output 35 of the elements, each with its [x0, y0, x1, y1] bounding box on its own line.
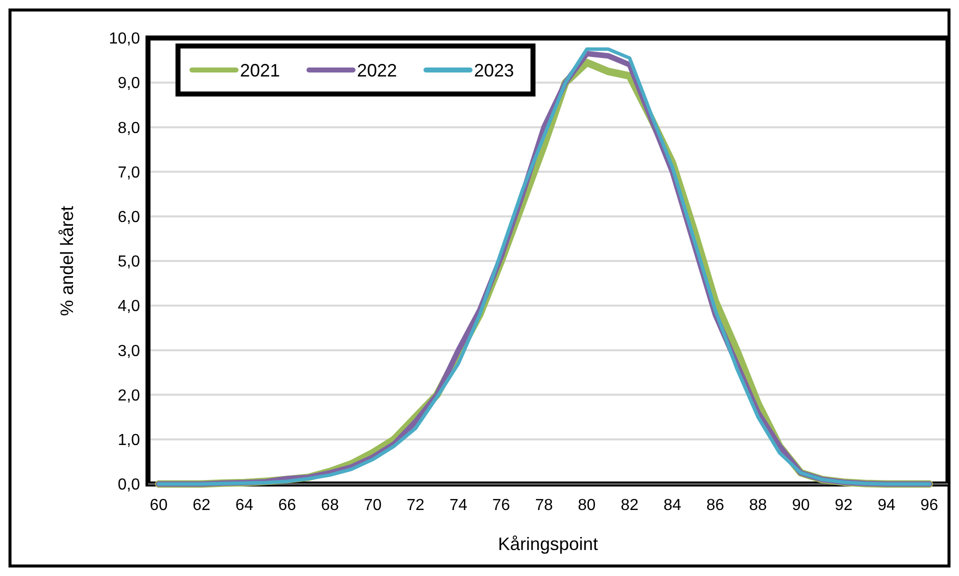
- x-tick-label: 92: [834, 497, 853, 514]
- x-axis-title: Kåringspoint: [498, 534, 598, 554]
- x-tick-label: 66: [278, 497, 296, 514]
- x-tick-label: 70: [364, 497, 382, 514]
- y-tick-label: 5,0: [118, 254, 140, 271]
- y-tick-label: 7,0: [118, 164, 140, 182]
- y-tick-label: 9,0: [118, 75, 140, 92]
- x-tick-label: 90: [792, 497, 810, 514]
- x-tick-label: 94: [878, 497, 896, 514]
- x-tick-label: 78: [535, 497, 553, 514]
- x-tick-label: 68: [321, 497, 339, 514]
- legend-label: 2022: [357, 60, 398, 80]
- x-tick-label: 62: [192, 497, 211, 514]
- y-tick-label: 0,0: [118, 476, 140, 494]
- legend-label: 2021: [240, 60, 280, 80]
- x-tick-label: 76: [492, 497, 510, 514]
- x-tick-label: 86: [706, 497, 724, 514]
- y-tick-label: 3,0: [118, 342, 140, 360]
- x-tick-label: 84: [664, 497, 682, 514]
- x-tick-label: 82: [620, 497, 639, 514]
- x-tick-label: 80: [578, 497, 596, 514]
- y-tick-label: 8,0: [118, 120, 140, 137]
- x-tick-label: 60: [150, 497, 168, 514]
- y-tick-label: 10,0: [108, 30, 140, 48]
- x-tick-label: 74: [449, 497, 468, 514]
- x-tick-label: 64: [235, 497, 254, 514]
- x-tick-label: 96: [920, 497, 938, 514]
- y-axis-title: % andel kåret: [57, 206, 77, 316]
- x-tick-label: 88: [749, 497, 768, 514]
- legend-label: 2023: [474, 60, 514, 80]
- y-tick-label: 4,0: [118, 298, 140, 316]
- y-tick-label: 1,0: [118, 432, 140, 449]
- y-tick-label: 2,0: [118, 387, 140, 404]
- y-tick-label: 6,0: [118, 209, 140, 226]
- x-tick-label: 72: [406, 497, 425, 514]
